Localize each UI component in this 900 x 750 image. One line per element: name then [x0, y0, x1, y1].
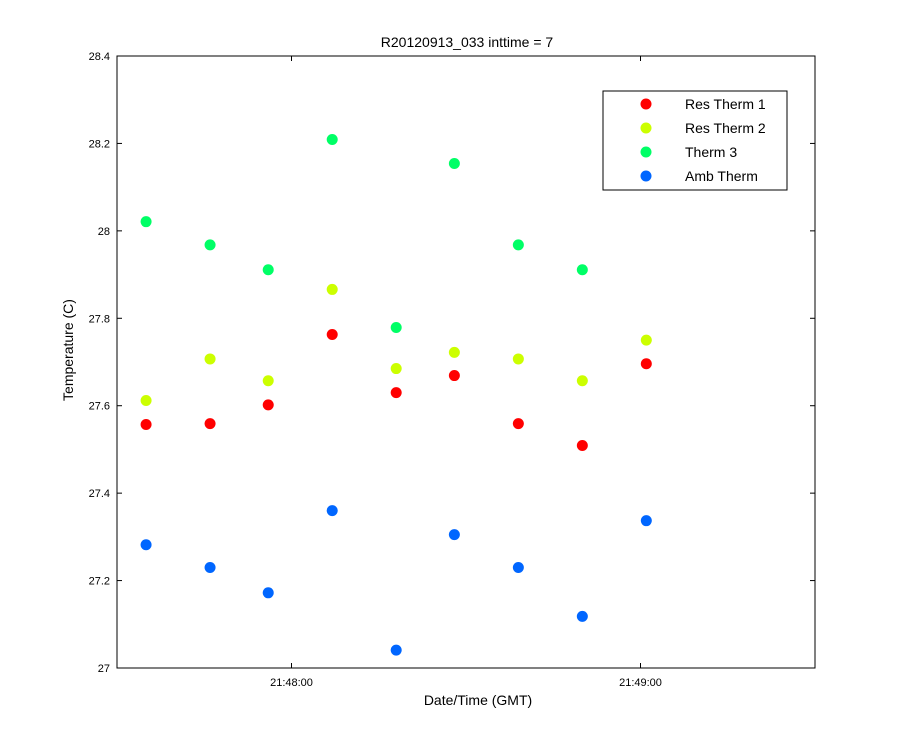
- y-tick-label: 27.2: [89, 576, 110, 588]
- point-therm-3: [576, 264, 588, 276]
- data-points: [140, 133, 652, 656]
- legend-label: Res Therm 1: [685, 96, 766, 112]
- point-therm-3: [262, 264, 274, 276]
- point-res-therm-1: [390, 387, 402, 399]
- legend-label: Res Therm 2: [685, 120, 766, 136]
- point-res-therm-2: [448, 346, 460, 358]
- point-amb-therm: [390, 644, 402, 656]
- point-res-therm-1: [262, 399, 274, 411]
- point-res-therm-1: [512, 418, 524, 430]
- legend-box: [602, 90, 788, 191]
- y-tick-label: 28.4: [89, 51, 110, 63]
- point-res-therm-2: [326, 283, 338, 295]
- point-amb-therm: [262, 587, 274, 599]
- point-res-therm-2: [512, 353, 524, 365]
- point-amb-therm: [512, 561, 524, 573]
- point-res-therm-2: [390, 363, 402, 375]
- legend-label: Therm 3: [685, 144, 737, 160]
- point-res-therm-1: [640, 358, 652, 370]
- legend: Res Therm 1 Res Therm 2 Therm 3 Amb Therm: [602, 90, 788, 191]
- legend-marker: [640, 170, 652, 182]
- point-amb-therm: [326, 505, 338, 517]
- point-res-therm-1: [576, 439, 588, 451]
- y-tick-label: 27.6: [89, 401, 110, 413]
- point-res-therm-1: [326, 328, 338, 340]
- point-amb-therm: [640, 515, 652, 527]
- x-axis: 21:48:00 21:49:00: [270, 56, 662, 689]
- point-amb-therm: [140, 539, 152, 551]
- point-res-therm-1: [140, 419, 152, 431]
- point-therm-3: [390, 321, 402, 333]
- y-tick-label: 28: [98, 226, 110, 238]
- y-axis-title: Temperature (C): [60, 299, 76, 401]
- y-tick-label: 28.2: [89, 138, 110, 150]
- legend-label: Amb Therm: [685, 168, 758, 184]
- point-res-therm-2: [640, 334, 652, 346]
- y-tick-label: 27.8: [89, 313, 110, 325]
- legend-marker: [640, 146, 652, 158]
- point-therm-3: [140, 216, 152, 228]
- chart-title: R20120913_033 inttime = 7: [381, 34, 554, 50]
- point-res-therm-1: [204, 418, 216, 430]
- point-res-therm-2: [576, 375, 588, 387]
- point-res-therm-2: [204, 353, 216, 365]
- point-therm-3: [204, 239, 216, 251]
- y-tick-label: 27: [98, 663, 110, 675]
- point-amb-therm: [204, 561, 216, 573]
- point-res-therm-1: [448, 370, 460, 382]
- x-axis-title: Date/Time (GMT): [424, 692, 532, 708]
- legend-marker: [640, 122, 652, 134]
- point-res-therm-2: [262, 375, 274, 387]
- legend-marker: [640, 98, 652, 110]
- point-therm-3: [326, 133, 338, 145]
- point-therm-3: [448, 158, 460, 170]
- x-tick-label: 21:49:00: [619, 677, 662, 689]
- point-therm-3: [512, 239, 524, 251]
- x-tick-label: 21:48:00: [270, 677, 313, 689]
- y-tick-label: 27.4: [89, 488, 110, 500]
- point-amb-therm: [576, 610, 588, 622]
- point-res-therm-2: [140, 394, 152, 406]
- y-axis: 27 27.2 27.4 27.6 27.8 28 28.2 28.4: [89, 51, 815, 675]
- point-amb-therm: [448, 529, 460, 541]
